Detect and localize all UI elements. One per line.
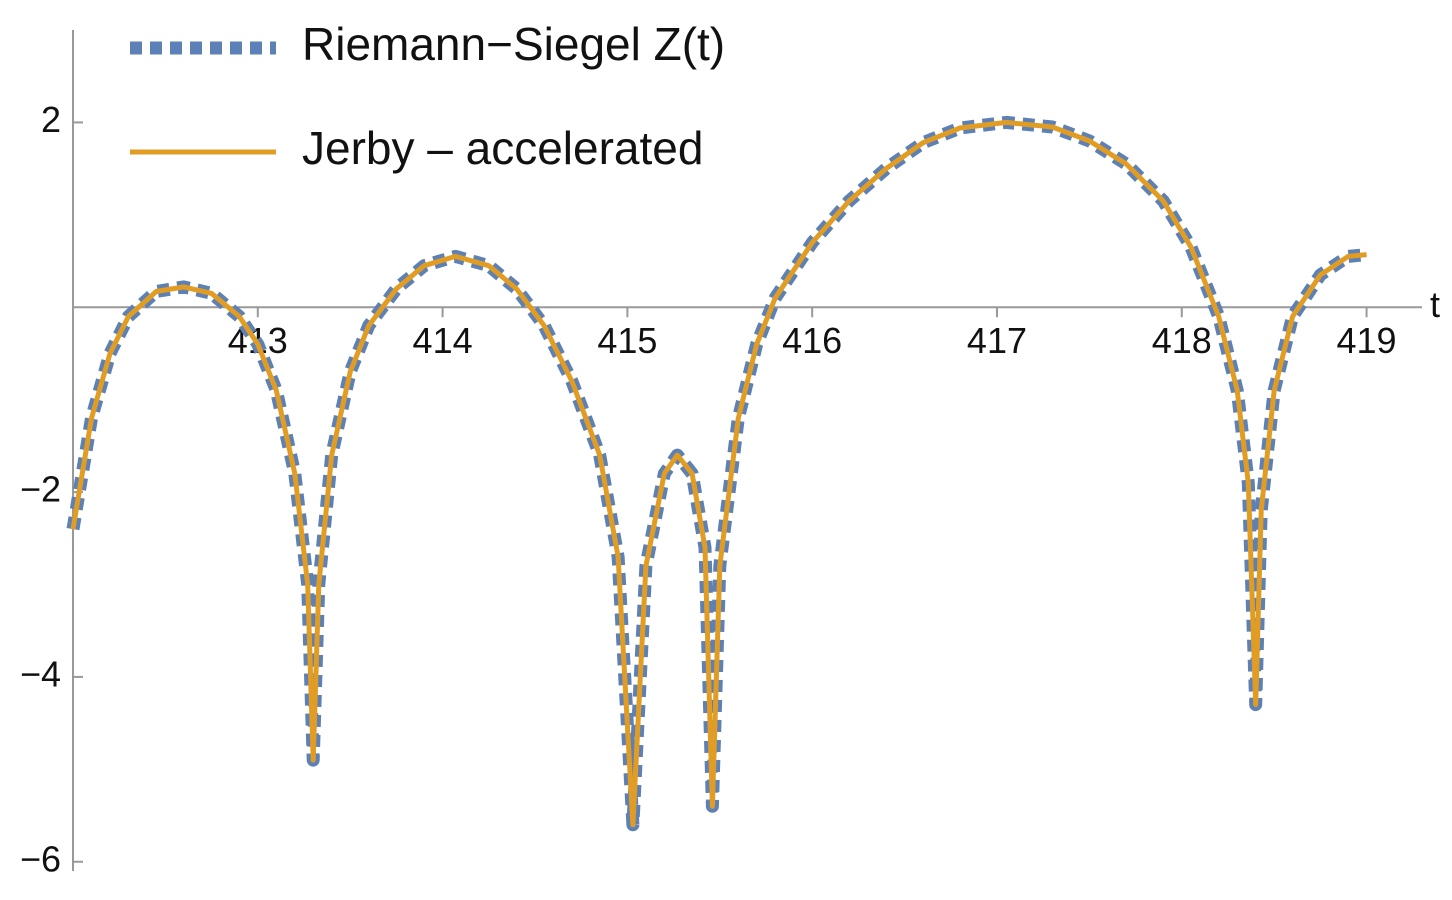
series-line (66, 115, 1368, 832)
y-tick-label: −6 (20, 838, 61, 879)
x-tick-label: 419 (1337, 320, 1397, 361)
x-tick-label: 416 (782, 320, 842, 361)
x-tick-label: 417 (967, 320, 1027, 361)
legend-label: Jerby – accelerated (302, 122, 703, 174)
x-tick-label: 415 (597, 320, 657, 361)
y-tick-label: 2 (41, 99, 61, 140)
y-tick-label: −4 (20, 653, 61, 694)
legend-label: Riemann−Siegel Z(t) (302, 18, 725, 70)
x-tick-label: 414 (413, 320, 473, 361)
x-tick-label: 418 (1152, 320, 1212, 361)
x-axis-label: t (1430, 284, 1440, 325)
series-line (70, 119, 1367, 828)
y-tick-label: −2 (20, 469, 61, 510)
